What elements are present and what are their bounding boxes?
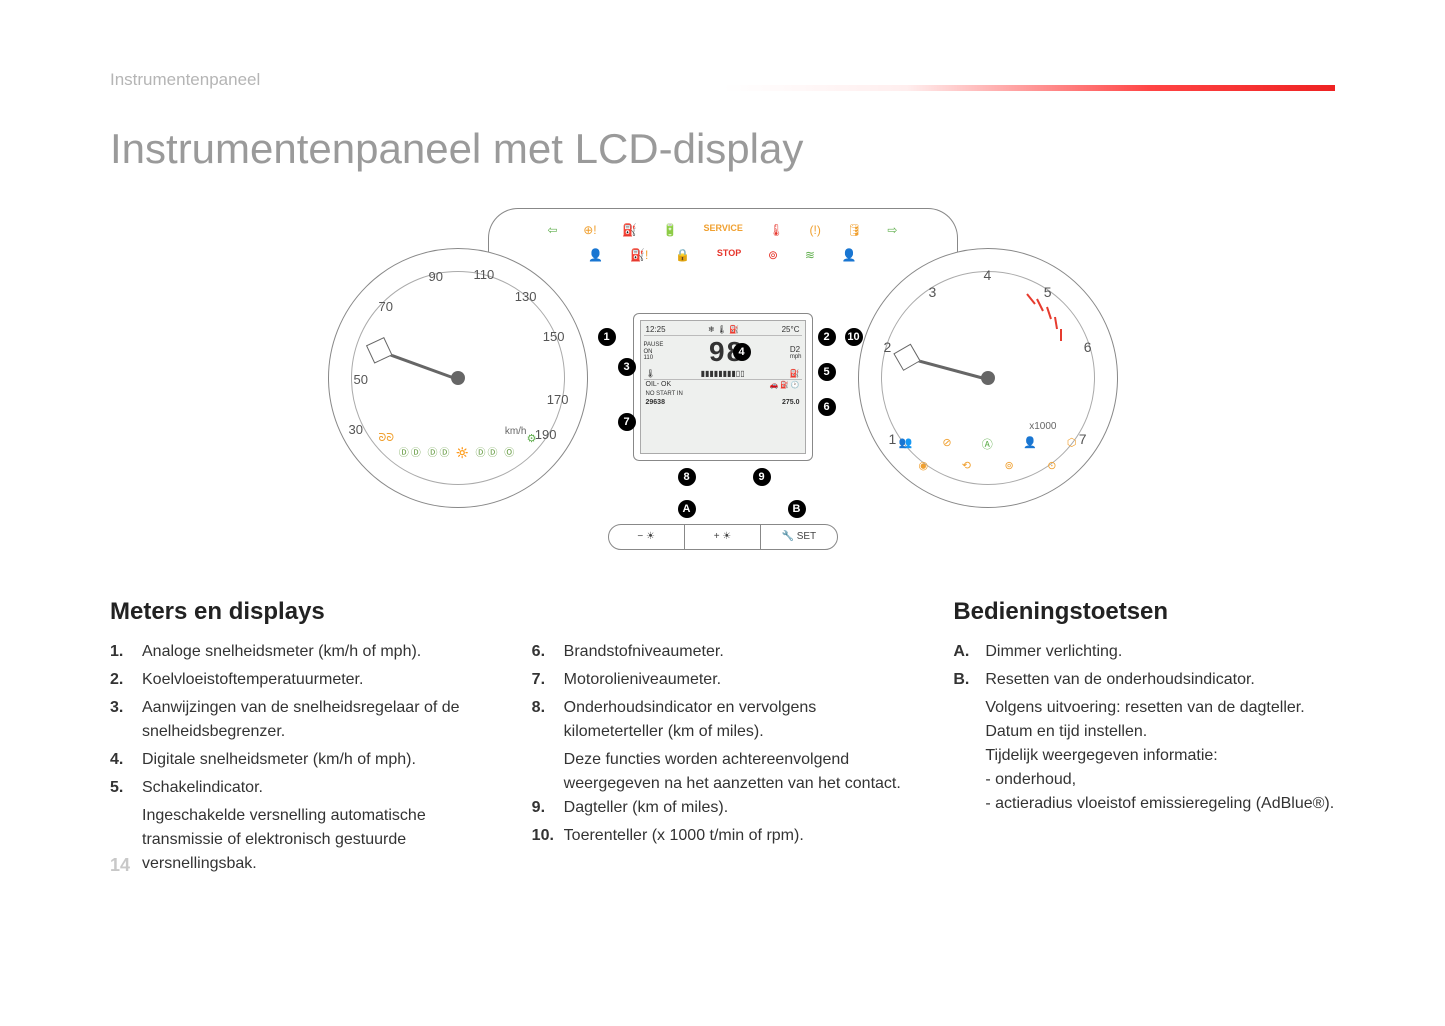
lcd-top-row: 12:25 ❄ 🌡 ⛽ 25°C	[644, 324, 802, 336]
tpms-icon: (!)	[809, 223, 820, 237]
tachometer-gauge: 1 2 3 4 5 6 7 x1000 👥⊘Ⓐ👤⬡ ◉	[858, 248, 1118, 508]
callout-b: B	[788, 500, 806, 518]
callout-a: A	[678, 500, 696, 518]
lcd-speed: 98	[663, 336, 789, 368]
item-b-cont-2: Datum en tijd instellen.	[985, 720, 1335, 744]
page-number: 14	[110, 855, 130, 876]
item-8-cont: Deze functies worden achtereenvolgend we…	[564, 748, 914, 796]
stop-label: STOP	[717, 248, 741, 262]
speedo-hub	[451, 371, 465, 385]
item-b-dash-1: onderhoud,	[985, 768, 1335, 792]
controls-heading: Bedieningstoetsen	[953, 598, 1335, 626]
callout-5: 5	[818, 363, 836, 381]
dimmer-up-button[interactable]: + ☀	[685, 525, 761, 549]
esp-icon: ≋	[805, 248, 815, 262]
warning-lights-row-2: 👤 ⛽! 🔒 STOP ⊚ ≋ 👤	[548, 248, 898, 262]
item-4: Digitale snelheidsmeter (km/h of mph).	[142, 748, 416, 772]
header-gradient	[723, 85, 1336, 91]
service-label: SERVICE	[704, 223, 743, 237]
item-b-cont-1: Volgens uitvoering: resetten van de dagt…	[985, 696, 1335, 720]
speedo-unit: km/h	[505, 426, 527, 437]
lcd-odo-row: 29638 275.0	[644, 398, 802, 407]
meters-column-1: Meters en displays 1.Analoge snelheidsme…	[110, 598, 492, 876]
dimmer-down-button[interactable]: − ☀	[609, 525, 685, 549]
set-button[interactable]: 🔧 SET	[761, 525, 836, 549]
speedometer-gauge: 30 50 70 90 110 130 150 170 190 km/h ⒹⒹ …	[328, 248, 588, 508]
callout-8: 8	[678, 468, 696, 486]
item-3: Aanwijzingen van de snelheidsregelaar of…	[142, 696, 492, 744]
lcd-oil-row: OIL- OK 🚗 ⛽ 🕐	[644, 380, 802, 390]
tach-redline	[1017, 289, 1077, 349]
item-a: Dimmer verlichting.	[985, 640, 1122, 664]
temp-icon: 🌡	[769, 223, 784, 237]
control-button-strip: − ☀ + ☀ 🔧 SET	[608, 524, 838, 550]
meters-column-2: . 6.Brandstofniveaumeter. 7.Motorolieniv…	[532, 598, 914, 876]
item-1: Analoge snelheidsmeter (km/h of mph).	[142, 640, 421, 664]
fuel-warn-icon: ⛽!	[630, 248, 648, 262]
callout-2: 2	[818, 328, 836, 346]
tach-bottom-icons: 👥⊘Ⓐ👤⬡	[899, 436, 1077, 452]
item-7: Motorolieniveaumeter.	[564, 668, 721, 692]
item-b-cont-3: Tijdelijk weergegeven informatie:	[985, 744, 1335, 768]
lock-icon: 🔒	[675, 248, 690, 262]
oil-icon: 🛢	[846, 223, 861, 237]
callout-4: 4	[733, 343, 751, 361]
passenger-icon: 👤	[842, 248, 857, 262]
item-5-cont: Ingeschakelde versnelling automatische t…	[142, 804, 492, 876]
right-turn-icon: ⇨	[887, 223, 897, 237]
item-5: Schakelindicator.	[142, 776, 263, 800]
instrument-cluster-diagram: ⇦ ⊕! ⛽ 🔋 SERVICE 🌡 (!) 🛢 ⇨ 👤 ⛽! 🔒 STOP ⊚…	[288, 198, 1158, 568]
lcd-display: 12:25 ❄ 🌡 ⛽ 25°C PAUSE ON 110 98 D2	[633, 313, 813, 461]
item-2: Koelvloeistoftemperatuurmeter.	[142, 668, 363, 692]
warn-icon: ⊕!	[583, 223, 596, 237]
item-b: Resetten van de onderhoudsindicator.	[985, 668, 1255, 692]
item-10: Toerenteller (x 1000 t/min of rpm).	[564, 824, 804, 848]
tach-unit: x1000	[1029, 421, 1056, 432]
left-turn-icon: ⇦	[548, 223, 558, 237]
warning-lights-row-1: ⇦ ⊕! ⛽ 🔋 SERVICE 🌡 (!) 🛢 ⇨	[548, 223, 898, 237]
item-8: Onderhoudsindicator en vervolgens kilome…	[564, 696, 914, 744]
lcd-fuel-bar: 🌡▮▮▮▮▮▮▮▮▯▯⛽	[644, 368, 802, 380]
controls-column: Bedieningstoetsen A.Dimmer verlichting. …	[953, 598, 1335, 876]
brake-icon: ⊚	[768, 248, 778, 262]
seatbelt-icon: 👤	[588, 248, 603, 262]
item-9: Dagteller (km of miles).	[564, 796, 728, 820]
callout-10: 10	[845, 328, 863, 346]
callout-1: 1	[598, 328, 616, 346]
callout-9: 9	[753, 468, 771, 486]
battery-icon: 🔋	[663, 223, 678, 237]
speedo-bottom-icons: ⒹⒹ ⒹⒹ 🔆 ⒹⒹ Ⓞ	[329, 444, 587, 459]
tach-hub	[981, 371, 995, 385]
callout-6: 6	[818, 398, 836, 416]
callout-7: 7	[618, 413, 636, 431]
text-columns: Meters en displays 1.Analoge snelheidsme…	[110, 598, 1335, 876]
item-b-dash-2: actieradius vloeistof emissieregeling (A…	[985, 792, 1335, 816]
item-6: Brandstofniveaumeter.	[564, 640, 724, 664]
fuel-icon: ⛽	[622, 223, 637, 237]
callout-3: 3	[618, 358, 636, 376]
page-title: Instrumentenpaneel met LCD-display	[110, 125, 1335, 173]
diagram-container: ⇦ ⊕! ⛽ 🔋 SERVICE 🌡 (!) 🛢 ⇨ 👤 ⛽! 🔒 STOP ⊚…	[110, 198, 1335, 568]
meters-heading: Meters en displays	[110, 598, 492, 626]
